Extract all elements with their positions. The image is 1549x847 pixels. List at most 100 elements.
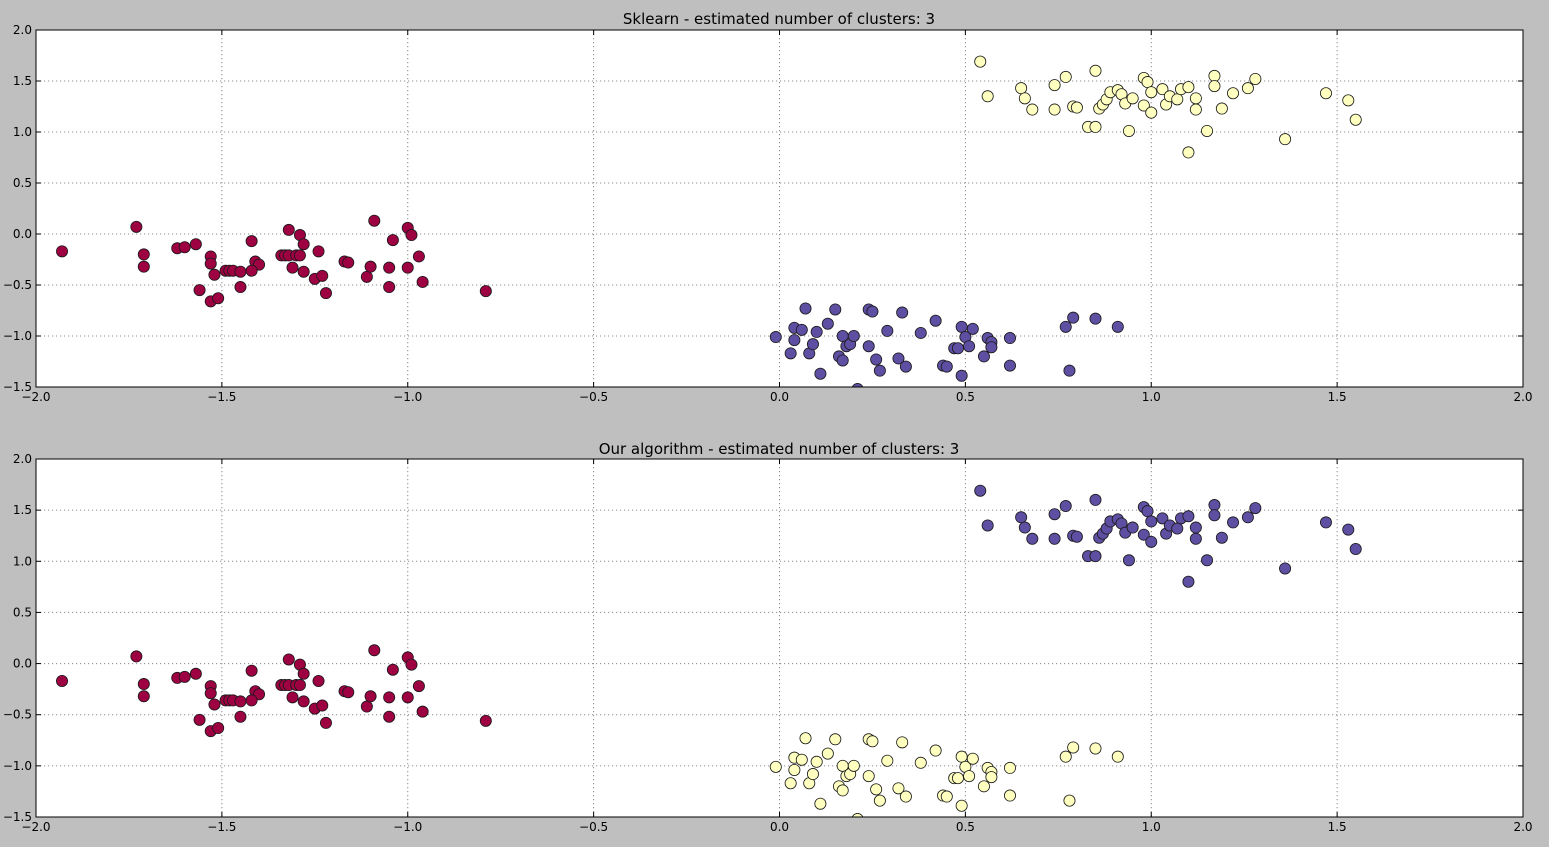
data-point [899, 360, 912, 373]
data-point [966, 322, 979, 335]
data-point [1048, 103, 1061, 116]
data-point [851, 813, 864, 817]
data-point [829, 303, 842, 316]
chart-title: Our algorithm - estimated number of clus… [599, 440, 960, 458]
y-tick-label: −1.5 [3, 380, 32, 394]
data-point [368, 214, 381, 227]
data-point [881, 754, 894, 767]
data-point [1182, 575, 1195, 588]
x-tick-label: −0.5 [579, 390, 608, 404]
data-point [1145, 86, 1158, 99]
data-point [1089, 312, 1102, 325]
data-point [234, 710, 247, 723]
plot-area [35, 29, 1524, 388]
data-point [1137, 99, 1150, 112]
data-point [806, 338, 819, 351]
data-point [1089, 64, 1102, 77]
data-point [769, 331, 782, 344]
data-point [364, 690, 377, 703]
data-point [1137, 528, 1150, 541]
data-point [401, 691, 414, 704]
data-point [963, 770, 976, 783]
data-point [368, 644, 381, 657]
data-point [1126, 521, 1139, 534]
x-tick-label: 0.0 [770, 820, 789, 834]
data-point [769, 760, 782, 773]
data-point [297, 695, 310, 708]
x-tick-label: −0.5 [579, 820, 608, 834]
data-point [212, 292, 225, 305]
x-tick-label: −1.0 [393, 390, 422, 404]
data-point [955, 320, 968, 333]
y-tick-label: 0.5 [13, 176, 32, 190]
y-tick-label: 1.5 [13, 74, 32, 88]
data-point [1089, 493, 1102, 506]
data-point [312, 245, 325, 258]
data-point [1122, 554, 1135, 567]
data-point [810, 755, 823, 768]
data-point [951, 772, 964, 785]
y-tick-label: 2.0 [13, 23, 32, 37]
data-point [806, 768, 819, 781]
data-point [881, 324, 894, 337]
data-point [312, 674, 325, 687]
data-point [1208, 80, 1221, 93]
data-point [193, 713, 206, 726]
data-point [1089, 742, 1102, 755]
data-point [1342, 94, 1355, 107]
data-point [1189, 103, 1202, 116]
data-point [896, 306, 909, 319]
y-tick-label: −0.5 [3, 278, 32, 292]
data-point [208, 268, 221, 281]
data-point [896, 736, 909, 749]
data-point [1141, 505, 1154, 518]
data-point [1201, 554, 1214, 567]
data-point [1201, 124, 1214, 137]
data-point [386, 234, 399, 247]
data-point [204, 687, 217, 700]
data-point [208, 698, 221, 711]
y-tick-label: −1.0 [3, 759, 32, 773]
data-point [799, 732, 812, 745]
data-point [981, 519, 994, 532]
x-tick-label: 0.5 [956, 390, 975, 404]
data-point [963, 340, 976, 353]
x-tick-label: −1.0 [393, 820, 422, 834]
data-point [1145, 515, 1158, 528]
data-point [1063, 794, 1076, 807]
y-tick-label: −1.0 [3, 329, 32, 343]
y-tick-label: 0.0 [13, 657, 32, 671]
data-point [137, 678, 150, 691]
data-point [1003, 332, 1016, 345]
data-point [799, 302, 812, 315]
data-point [836, 354, 849, 367]
data-point [1067, 741, 1080, 754]
data-point [929, 744, 942, 757]
data-point [1227, 87, 1240, 100]
data-point [245, 664, 258, 677]
y-tick-label: −1.5 [3, 810, 32, 824]
data-point [795, 753, 808, 766]
data-point [286, 691, 299, 704]
data-point [282, 223, 295, 236]
data-point [1111, 750, 1124, 763]
data-point [245, 235, 258, 248]
sklearn-scatter-panel: Sklearn - estimated number of clusters: … [3, 10, 1533, 404]
data-point [405, 229, 418, 242]
data-point [862, 340, 875, 353]
data-point [1015, 511, 1028, 524]
data-point [364, 260, 377, 273]
data-point [56, 674, 69, 687]
data-point [1171, 93, 1184, 106]
data-point [319, 287, 332, 300]
data-point [1141, 76, 1154, 89]
data-point [1059, 320, 1072, 333]
points-layer [56, 55, 1362, 387]
data-point [870, 783, 883, 796]
plot-area [35, 458, 1524, 818]
data-point [1189, 521, 1202, 534]
data-point [1189, 532, 1202, 545]
data-point [974, 484, 987, 497]
x-tick-label: 1.5 [1328, 820, 1347, 834]
data-point [1145, 106, 1158, 119]
